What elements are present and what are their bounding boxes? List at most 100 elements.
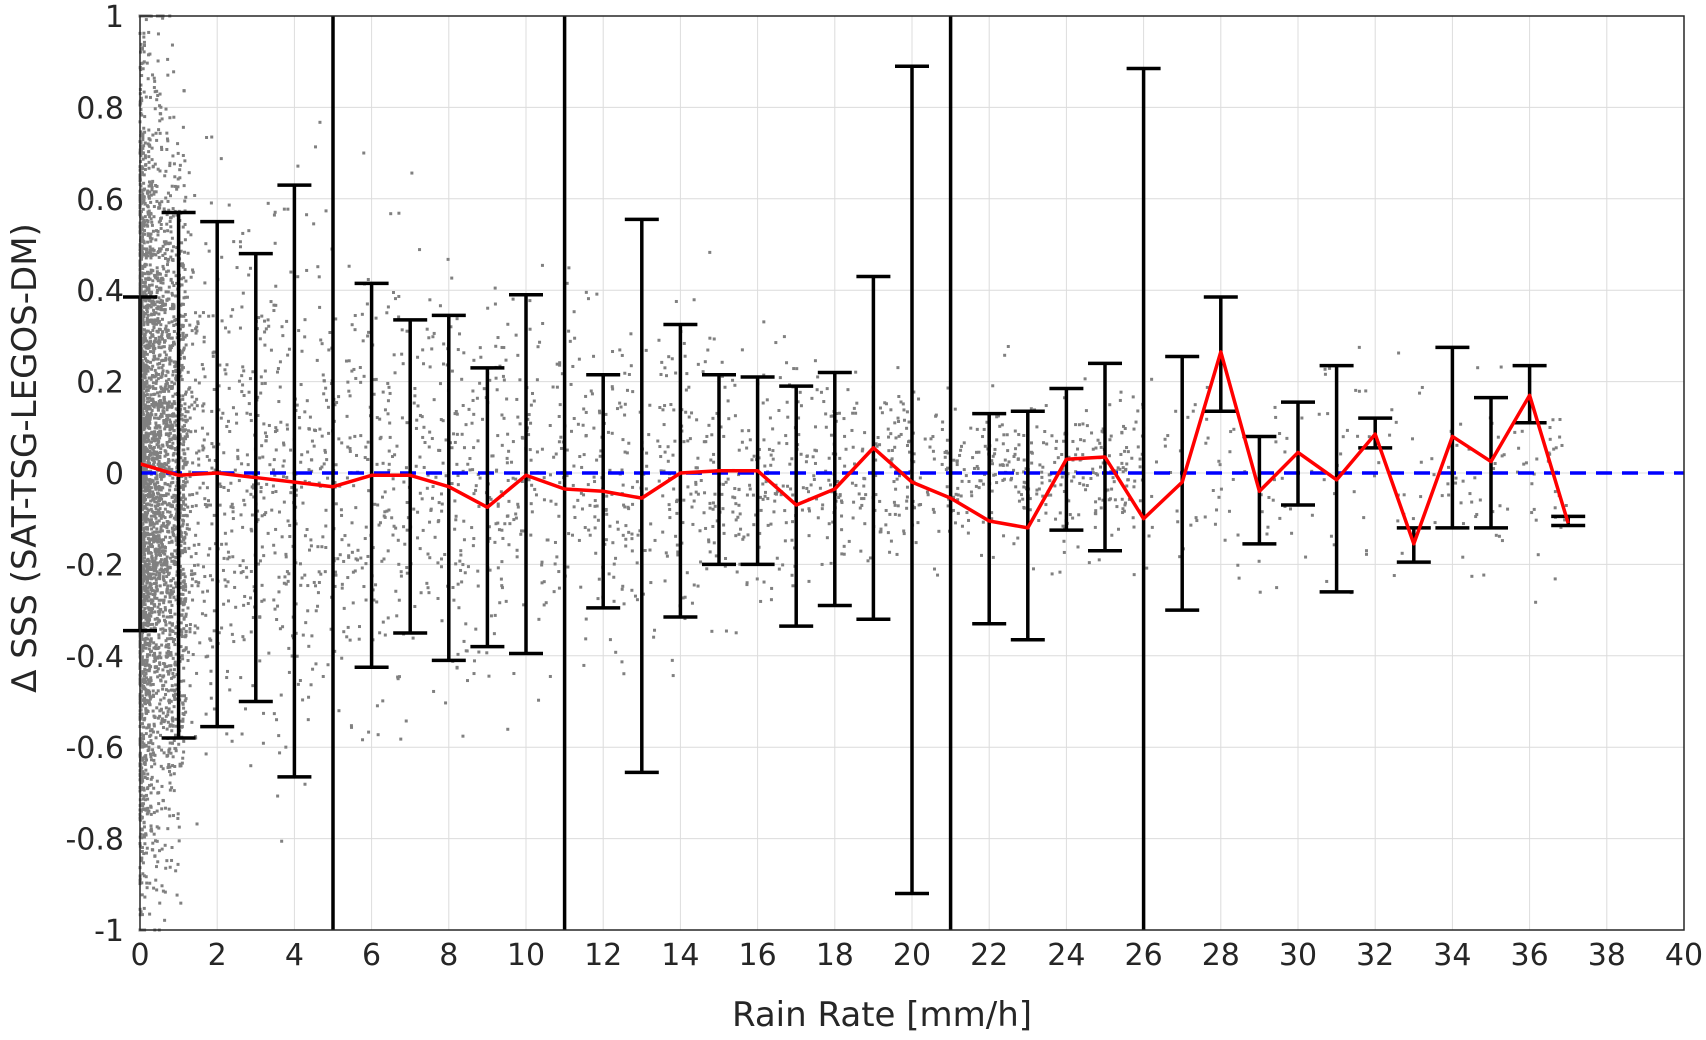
scatter-point [195,504,198,507]
scatter-point [1014,447,1017,450]
scatter-point [230,530,233,533]
scatter-point [400,353,403,356]
scatter-point [152,573,155,576]
scatter-point [146,507,149,510]
scatter-point [1100,506,1103,509]
scatter-point [170,230,173,233]
scatter-point [805,487,808,490]
scatter-point [799,391,802,394]
scatter-point [428,298,431,301]
scatter-point [268,463,271,466]
scatter-point [161,848,164,851]
scatter-point [686,439,689,442]
scatter-point [185,334,188,337]
scatter-point [495,470,498,473]
scatter-point [151,510,154,513]
scatter-point [347,544,350,547]
scatter-point [208,547,211,550]
scatter-point [156,403,159,406]
scatter-point [241,732,244,735]
scatter-point [402,362,405,365]
scatter-point [649,549,652,552]
scatter-point [580,466,583,469]
scatter-point [1016,472,1019,475]
scatter-point [375,317,378,320]
scatter-point [146,653,149,656]
scatter-point [1002,442,1005,445]
scatter-point [312,222,315,225]
scatter-point [146,393,149,396]
scatter-point [202,311,205,314]
scatter-point [154,413,157,416]
scatter-point [932,508,935,511]
scatter-point [584,637,587,640]
scatter-point [150,650,153,653]
scatter-point [1113,480,1116,483]
scatter-point [541,264,544,267]
scatter-point [151,533,154,536]
scatter-point [181,762,184,765]
scatter-point [149,350,152,353]
scatter-point [708,251,711,254]
scatter-point [785,521,788,524]
scatter-point [1139,458,1142,461]
scatter-point [805,460,808,463]
scatter-point [161,668,164,671]
scatter-point [299,562,302,565]
scatter-point [173,162,176,165]
scatter-point [150,212,153,215]
scatter-point [163,207,166,210]
scatter-point [393,353,396,356]
scatter-point [241,232,244,235]
scatter-point [152,694,155,697]
scatter-point [325,458,328,461]
scatter-point [146,62,149,65]
scatter-point [240,374,243,377]
scatter-point [153,754,156,757]
scatter-point [157,646,160,649]
scatter-point [891,449,894,452]
scatter-point [881,411,884,414]
scatter-point [327,406,330,409]
scatter-point [190,555,193,558]
scatter-point [160,200,163,203]
scatter-point [531,392,534,395]
scatter-point [149,446,152,449]
scatter-point [454,441,457,444]
scatter-point [624,538,627,541]
scatter-point [594,552,597,555]
scatter-point [320,545,323,548]
scatter-point [167,765,170,768]
scatter-point [147,155,150,158]
scatter-point [141,582,144,585]
scatter-point [352,484,355,487]
scatter-point [1020,493,1023,496]
scatter-point [149,344,152,347]
scatter-point [459,569,462,572]
scatter-point [148,503,151,506]
scatter-point [145,18,148,21]
scatter-point [221,319,224,322]
scatter-point [976,428,979,431]
scatter-point [582,407,585,410]
scatter-point [285,476,288,479]
scatter-point [183,598,186,601]
scatter-point [1021,498,1024,501]
scatter-point [227,420,230,423]
scatter-point [364,537,367,540]
scatter-point [412,508,415,511]
scatter-point [250,630,253,633]
scatter-point [346,476,349,479]
scatter-point [176,142,179,145]
scatter-point [150,602,153,605]
scatter-point [283,208,286,211]
scatter-point [184,711,187,714]
scatter-point [946,439,949,442]
scatter-point [143,553,146,556]
scatter-point [172,657,175,660]
scatter-point [160,524,163,527]
scatter-point [713,493,716,496]
scatter-point [162,561,165,564]
scatter-point [169,307,172,310]
scatter-point [154,618,157,621]
